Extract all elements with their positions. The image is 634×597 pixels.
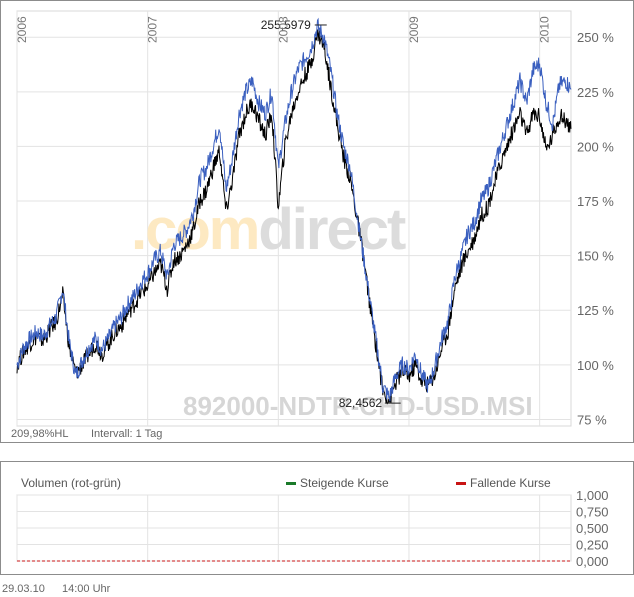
y-tick-label: 150 % — [577, 249, 614, 264]
y-tick-label: 200 % — [577, 139, 614, 154]
legend-falling-label: Fallende Kurse — [470, 476, 551, 490]
x-tick-label: 2009 — [407, 16, 421, 43]
low-label: 82,4562 — [339, 396, 383, 410]
footer-date: 29.03.10 — [2, 583, 45, 595]
x-tick-label: 2010 — [538, 16, 552, 43]
price-x-axis: 2006 2007 2008 2009 2010 — [15, 16, 552, 43]
price-series — [16, 17, 572, 405]
volume-title: Volumen (rot-grün) — [21, 476, 121, 490]
legend-falling-swatch — [456, 482, 466, 485]
volume-y-tick-label: 0,000 — [576, 554, 609, 569]
volume-y-tick-label: 1,000 — [576, 488, 609, 503]
watermark-brand: .comdirect — [131, 197, 406, 262]
watermark-brand-part-direct: direct — [258, 197, 406, 262]
x-tick-label: 2006 — [15, 16, 29, 43]
y-tick-label: 250 % — [577, 30, 614, 45]
x-tick-label: 2008 — [276, 16, 290, 43]
volume-y-tick-label: 0,750 — [576, 505, 609, 520]
high-label: 255,5979 — [261, 18, 311, 32]
legend-falling: Fallende Kurse — [456, 476, 551, 490]
y-tick-label: 100 % — [577, 358, 614, 373]
series-line-blue — [16, 17, 572, 402]
hl-label: 209,98%HL — [11, 428, 69, 440]
volume-chart: Volumen (rot-grün) Steigende Kurse Falle… — [16, 476, 609, 569]
volume-chart-panel: Volumen (rot-grün) Steigende Kurse Falle… — [0, 461, 634, 575]
volume-y-tick-label: 0,500 — [576, 521, 609, 536]
legend-rising: Steigende Kurse — [286, 476, 389, 490]
y-tick-label: 175 % — [577, 194, 614, 209]
watermark-instrument-id: 892000-NDTR-CHD-USD.MSI — [183, 391, 533, 421]
interval-label: Intervall: 1 Tag — [91, 428, 162, 440]
x-tick-label: 2007 — [146, 16, 160, 43]
legend-rising-swatch — [286, 482, 296, 485]
volume-chart-grid — [16, 494, 572, 562]
price-chart-grid — [16, 10, 572, 427]
volume-y-tick-label: 0,250 — [576, 538, 609, 553]
price-y-axis: 75 % 100 % 125 % 150 % 175 % 200 % 225 % 250 % — [577, 30, 614, 427]
y-tick-label: 125 % — [577, 303, 614, 318]
watermark: .comdirect 892000-NDTR-CHD-USD.MSI — [131, 197, 533, 421]
y-tick-label: 225 % — [577, 85, 614, 100]
legend-rising-label: Steigende Kurse — [300, 476, 389, 490]
series-line-black — [16, 28, 572, 405]
y-tick-label: 75 % — [577, 412, 607, 427]
footer-time: 14:00 Uhr — [62, 583, 111, 595]
price-chart: .comdirect 892000-NDTR-CHD-USD.MSI 255,5… — [11, 10, 614, 440]
price-annotations: 255,5979 82,4562 — [261, 18, 401, 410]
price-chart-panel: .comdirect 892000-NDTR-CHD-USD.MSI 255,5… — [0, 0, 634, 443]
